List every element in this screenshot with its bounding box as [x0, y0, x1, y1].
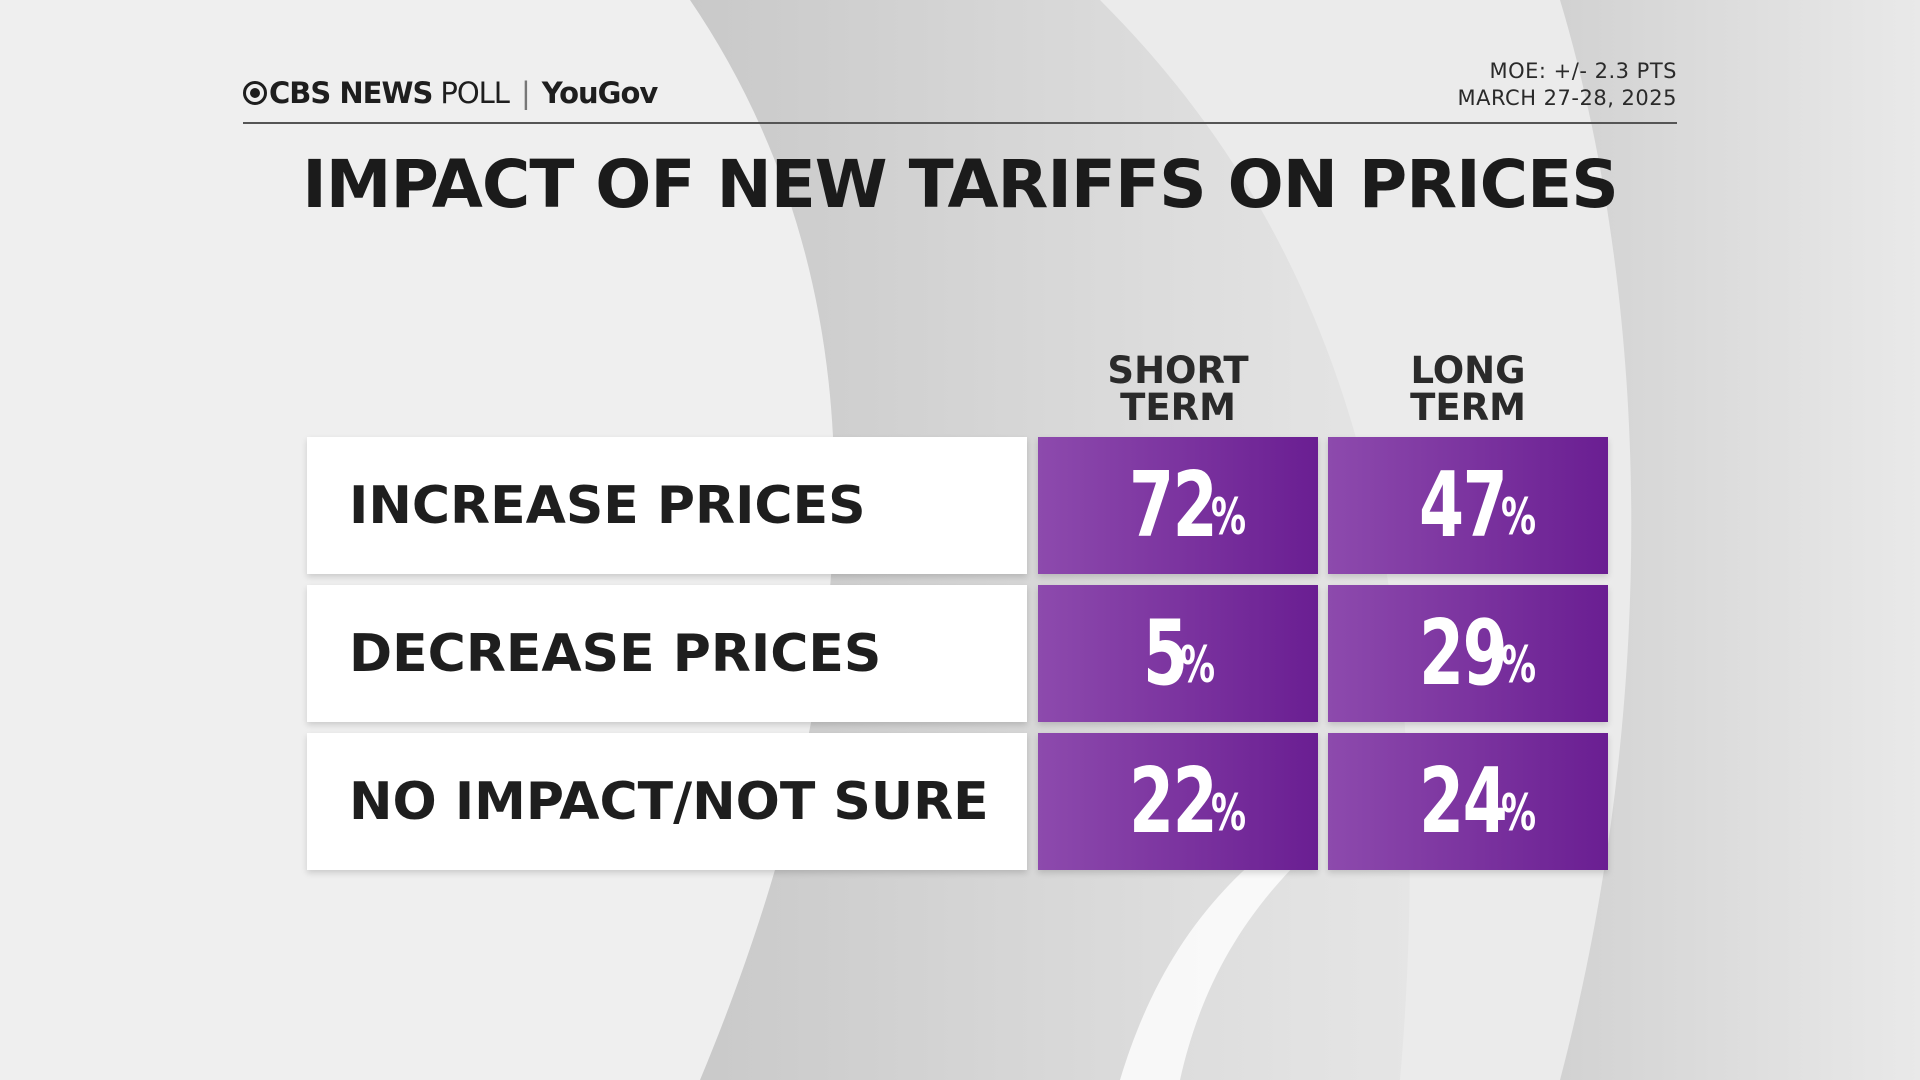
percent-sign: %	[1210, 783, 1246, 842]
header-divider	[243, 122, 1677, 124]
row-label: DECREASE PRICES	[307, 585, 1027, 722]
value-number: 72	[1129, 453, 1218, 558]
column-header-long-term: LONG TERM	[1328, 352, 1608, 426]
logo-poll: POLL	[440, 76, 510, 110]
value-number: 22	[1129, 749, 1218, 854]
value-cell: 29%	[1328, 585, 1608, 722]
logo-separator: |	[520, 76, 531, 110]
column-header-short-term: SHORT TERM	[1038, 352, 1318, 426]
value-cell: 22%	[1038, 733, 1318, 870]
column-header-line: TERM	[1120, 386, 1236, 429]
value-number: 24	[1419, 749, 1508, 854]
value-number: 29	[1419, 601, 1508, 706]
cbs-eye-icon	[243, 81, 267, 105]
poll-date: MARCH 27-28, 2025	[1457, 86, 1677, 110]
value-cell: 72%	[1038, 437, 1318, 574]
value-number: 47	[1419, 453, 1508, 558]
percent-sign: %	[1210, 487, 1246, 546]
percent-sign: %	[1500, 635, 1536, 694]
value-cell: 5%	[1038, 585, 1318, 722]
poll-meta: MOE: +/- 2.3 PTS MARCH 27-28, 2025	[1458, 58, 1677, 112]
logo-yougov: YouGov	[541, 76, 659, 110]
row-label: NO IMPACT/NOT SURE	[307, 733, 1027, 870]
percent-sign: %	[1500, 487, 1536, 546]
column-header-line: TERM	[1410, 386, 1526, 429]
row-label: INCREASE PRICES	[307, 437, 1027, 574]
cbs-yougov-logo: CBS NEWS POLL | YouGov	[243, 76, 659, 110]
percent-sign: %	[1500, 783, 1536, 842]
chart-title: IMPACT OF NEW TARIFFS ON PRICES	[302, 146, 1619, 223]
value-number: 5	[1142, 601, 1188, 706]
value-cell: 24%	[1328, 733, 1608, 870]
column-header-line: LONG	[1410, 349, 1526, 392]
logo-cbs-news: CBS NEWS	[269, 76, 433, 110]
moe-text: MOE: +/- 2.3 PTS	[1489, 59, 1677, 83]
column-header-line: SHORT	[1107, 349, 1249, 392]
value-cell: 47%	[1328, 437, 1608, 574]
percent-sign: %	[1180, 635, 1216, 694]
